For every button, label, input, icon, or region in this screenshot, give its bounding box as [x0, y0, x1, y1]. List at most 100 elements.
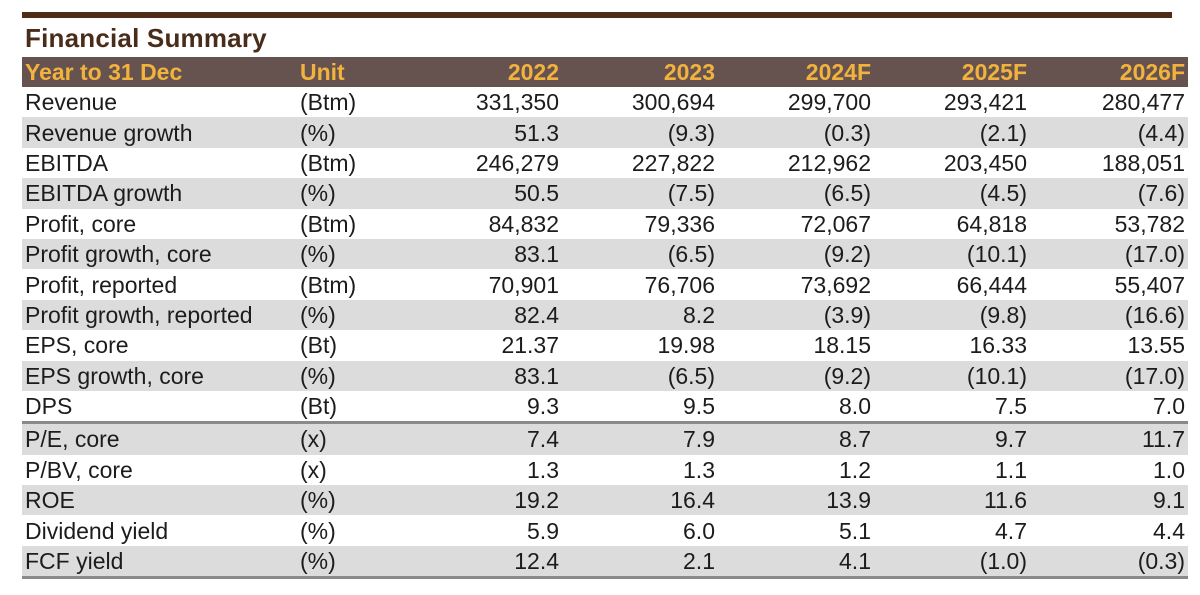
- row-label: Revenue growth: [22, 117, 298, 148]
- table-row: Profit, core (Btm) 84,832 79,336 72,067 64,81…: [22, 209, 1188, 239]
- row-value: 55,407: [1114, 271, 1185, 298]
- header-year: 2024F: [718, 57, 874, 87]
- row-unit: (%): [298, 485, 406, 516]
- row-value: 13.55: [1127, 332, 1185, 359]
- row-value: 9.5: [683, 393, 715, 420]
- row-label: Profit growth, core: [22, 238, 298, 270]
- table-row: Profit growth, core (%) 83.1 (6.5) (9.2) (10.…: [22, 238, 1188, 270]
- table-row: P/E, core (x) 7.4 7.9 8.7 9.7 11.7: [22, 421, 1188, 455]
- row-value: 82.4: [406, 299, 562, 331]
- row-unit: (Btm): [300, 271, 357, 298]
- page-title: Financial Summary: [25, 23, 267, 53]
- table-row: EBITDA (Btm) 246,279 227,822 212,962 203,450 1…: [22, 148, 1188, 178]
- row-value: (4.4): [1030, 117, 1188, 148]
- row-value: 72,067: [800, 210, 871, 237]
- row-value: (0.3): [1030, 545, 1188, 580]
- row-value: (6.5): [718, 178, 874, 209]
- row-value: 84,832: [488, 210, 559, 237]
- row-label: Dividend yield: [25, 517, 169, 544]
- row-unit: (Btm): [300, 89, 357, 116]
- row-value: 9.3: [527, 393, 559, 420]
- row-label: P/E, core: [22, 421, 298, 455]
- row-value: 70,901: [488, 271, 559, 298]
- header-row: Year to 31 Dec Unit 2022 2023 2024F 2025…: [22, 57, 1188, 87]
- row-value: 4.1: [718, 545, 874, 580]
- row-label: EPS, core: [25, 332, 129, 359]
- row-value: 1.0: [1153, 456, 1185, 483]
- row-value: 280,477: [1101, 89, 1185, 116]
- row-value: (6.5): [562, 238, 718, 270]
- row-value: 227,822: [631, 149, 715, 176]
- row-unit: (%): [298, 178, 406, 209]
- row-value: (17.0): [1030, 238, 1188, 270]
- header-year: 2022: [406, 57, 562, 87]
- row-value: (16.6): [1030, 299, 1188, 331]
- row-value: 18.15: [813, 332, 871, 359]
- table-row: FCF yield (%) 12.4 2.1 4.1 (1.0) (0.3): [22, 545, 1188, 580]
- row-value: 73,692: [800, 271, 871, 298]
- row-value: (9.2): [718, 360, 874, 391]
- table-row: Dividend yield (%) 5.9 6.0 5.1 4.7 4.4: [22, 515, 1188, 545]
- row-value: 13.9: [718, 485, 874, 516]
- row-unit: (%): [298, 117, 406, 148]
- row-unit: (%): [300, 517, 336, 544]
- row-value: 19.2: [406, 485, 562, 516]
- row-value: 1.3: [683, 456, 715, 483]
- row-value: (10.1): [874, 238, 1030, 270]
- row-unit: (x): [298, 421, 406, 455]
- row-value: 2.1: [562, 545, 718, 580]
- row-unit: (x): [300, 456, 327, 483]
- row-label: Profit growth, reported: [22, 299, 298, 331]
- row-value: 79,336: [644, 210, 715, 237]
- row-value: (2.1): [874, 117, 1030, 148]
- row-value: (7.5): [562, 178, 718, 209]
- header-year: 2026F: [1030, 57, 1188, 87]
- row-value: 21.37: [501, 332, 559, 359]
- row-value: 66,444: [956, 271, 1027, 298]
- row-value: (1.0): [874, 545, 1030, 580]
- row-value: 4.7: [995, 517, 1027, 544]
- table-row: P/BV, core (x) 1.3 1.3 1.2 1.1 1.0: [22, 455, 1188, 485]
- row-value: 16.33: [969, 332, 1027, 359]
- row-label: ROE: [22, 485, 298, 516]
- table-row: EPS growth, core (%) 83.1 (6.5) (9.2) (10.1)(…: [22, 360, 1188, 391]
- row-label: Revenue: [25, 89, 118, 116]
- row-value: 12.4: [406, 545, 562, 580]
- table-row: Profit, reported (Btm) 70,901 76,706 73,692 6…: [22, 269, 1188, 299]
- row-label: EBITDA: [25, 149, 109, 176]
- row-value: 246,279: [475, 149, 559, 176]
- row-value: (6.5): [562, 360, 718, 391]
- row-value: 331,350: [475, 89, 559, 116]
- row-value: 1.1: [995, 456, 1027, 483]
- financial-summary-table: Year to 31 Dec Unit 2022 2023 2024F 2025…: [22, 57, 1188, 580]
- row-value: 11.7: [1030, 421, 1188, 455]
- row-value: 212,962: [787, 149, 871, 176]
- row-value: 7.9: [562, 421, 718, 455]
- row-unit: (Btm): [300, 210, 357, 237]
- table-row: Revenue (Btm) 331,350 300,694 299,700 293,421…: [22, 87, 1188, 117]
- header-unit: Unit: [298, 57, 406, 87]
- header-label: Year to 31 Dec: [22, 57, 298, 87]
- row-value: 9.1: [1030, 485, 1188, 516]
- row-label: EBITDA growth: [22, 178, 298, 209]
- row-unit: (Btm): [300, 149, 357, 176]
- row-label: FCF yield: [22, 545, 298, 580]
- row-value: 4.4: [1153, 517, 1185, 544]
- row-value: (7.6): [1030, 178, 1188, 209]
- row-label: Profit, core: [25, 210, 137, 237]
- row-value: 8.7: [718, 421, 874, 455]
- row-value: (17.0): [1030, 360, 1188, 391]
- row-label: Profit, reported: [25, 271, 178, 298]
- header-year: 2025F: [874, 57, 1030, 87]
- row-unit: (Bt): [300, 393, 338, 420]
- row-value: (4.5): [874, 178, 1030, 209]
- row-value: 1.3: [527, 456, 559, 483]
- row-value: 51.3: [406, 117, 562, 148]
- row-unit: (%): [298, 545, 406, 580]
- row-value: 7.0: [1153, 393, 1185, 420]
- row-unit: (%): [298, 238, 406, 270]
- row-value: (3.9): [718, 299, 874, 331]
- table-body: Revenue (Btm) 331,350 300,694 299,700 293,421…: [22, 87, 1188, 580]
- row-label: EPS growth, core: [22, 360, 298, 391]
- row-value: 19.98: [657, 332, 715, 359]
